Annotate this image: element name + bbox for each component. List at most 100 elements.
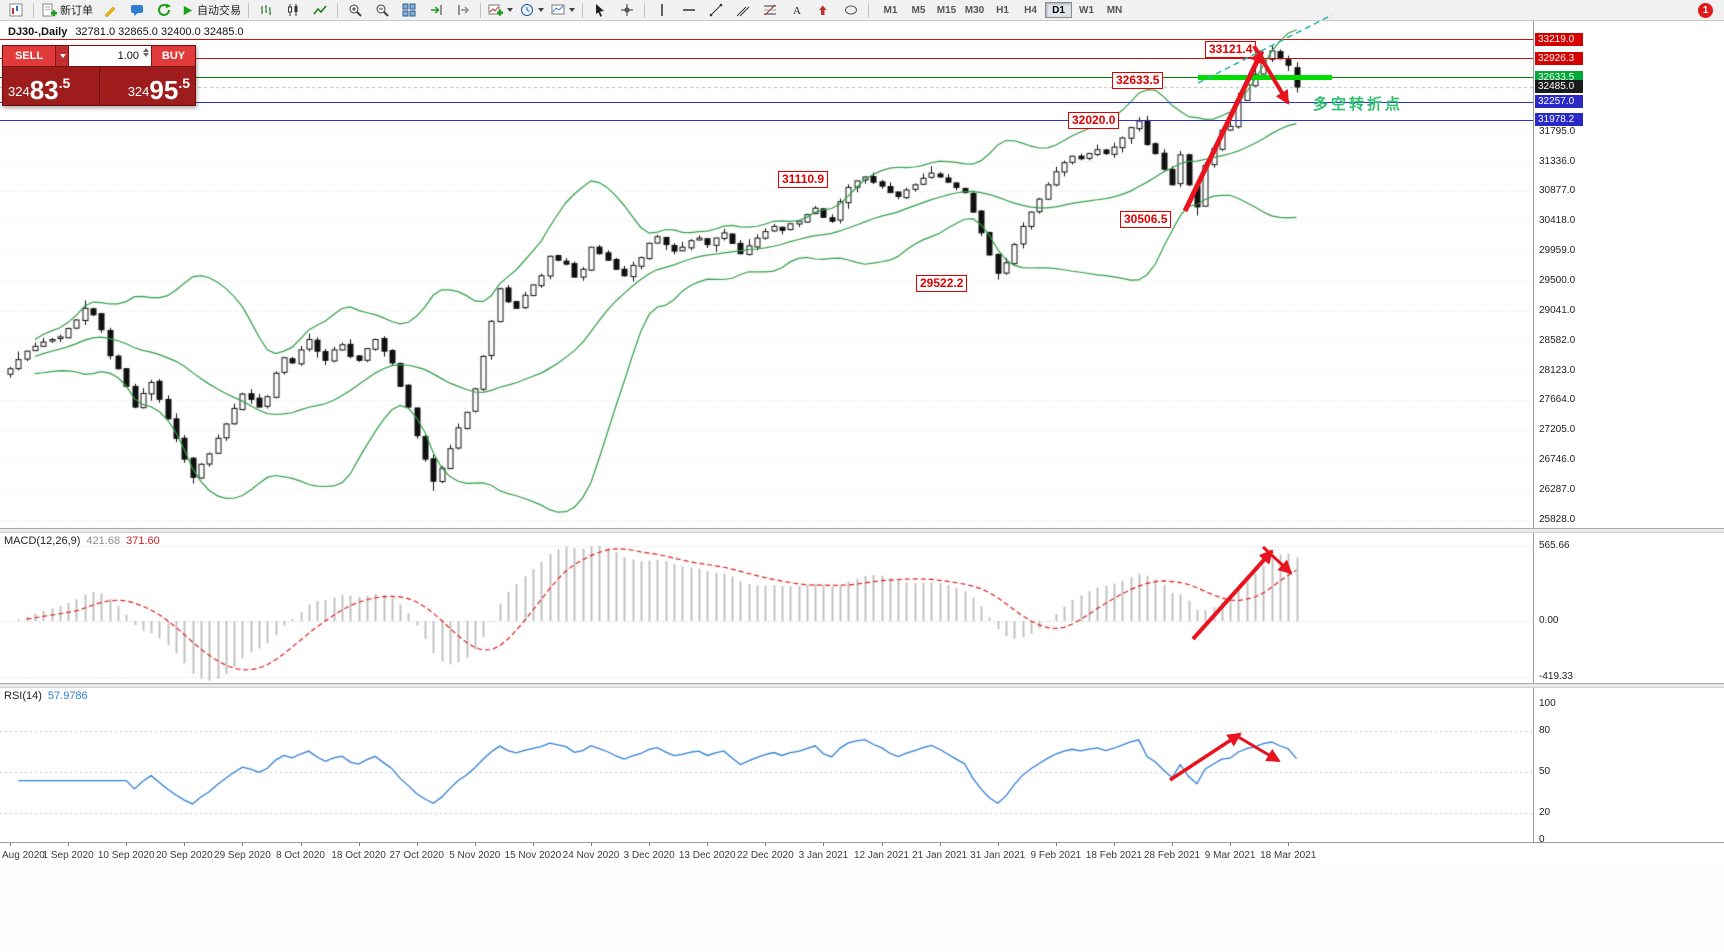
zoom-in-icon[interactable]: [342, 0, 368, 20]
time-tick: [1056, 843, 1057, 846]
horizontal-line[interactable]: [0, 39, 1533, 40]
metaeditor-icon[interactable]: [97, 0, 123, 20]
support-zone-line[interactable]: [1198, 74, 1332, 80]
new-order-button[interactable]: 新订单: [38, 1, 96, 19]
time-tick: [242, 843, 243, 846]
fibonacci-tool-icon[interactable]: [757, 0, 783, 20]
price-grid-label: 27664.0: [1539, 394, 1576, 406]
volume-input[interactable]: 1.00: [69, 46, 152, 66]
horizontal-line[interactable]: [0, 102, 1533, 103]
toolbar-separator: [337, 2, 338, 18]
price-grid-label: 29041.0: [1539, 304, 1576, 316]
time-label: 18 Oct 2020: [331, 850, 386, 861]
autotrading-button[interactable]: 自动交易: [178, 1, 244, 19]
time-tick: [184, 843, 185, 846]
macd-panel: MACD(12,26,9) 421.68 371.60 565.66 0.00 -419…: [0, 533, 1724, 683]
line-chart-type-icon[interactable]: [307, 0, 333, 20]
text-tool-icon[interactable]: A: [784, 0, 810, 20]
price-axis[interactable]: 31795.0 31336.0 30877.0 30418.0 29959.0 29500…: [1533, 21, 1724, 528]
price-callout[interactable]: 33121.4: [1205, 40, 1257, 58]
timeframe-mn[interactable]: MN: [1101, 2, 1128, 18]
time-axis[interactable]: Aug 2020 1 Sep 2020 10 Sep 2020 20 Sep 2020…: [0, 842, 1724, 867]
time-tick: [417, 843, 418, 846]
timeframe-m30[interactable]: M30: [961, 2, 988, 18]
trendline-tool-icon[interactable]: [703, 0, 729, 20]
arrows-tool-icon[interactable]: [811, 0, 837, 20]
price-callout[interactable]: 30506.5: [1120, 210, 1172, 228]
notification-badge[interactable]: 1: [1698, 2, 1713, 18]
candlestick-chart-type-icon[interactable]: [280, 0, 306, 20]
price-callout[interactable]: 29522.2: [916, 274, 968, 292]
shapes-tool-icon[interactable]: [838, 0, 864, 20]
periods-dropdown[interactable]: [517, 0, 547, 20]
rsi-panel: RSI(14) 57.9786 100 80 50 20 0: [0, 688, 1724, 845]
timeframe-m15[interactable]: M15: [933, 2, 960, 18]
macd-canvas[interactable]: [0, 533, 1533, 683]
panel-separator[interactable]: [0, 528, 1724, 533]
turning-point-label: 多空转折点: [1313, 96, 1404, 113]
autoscroll-icon[interactable]: [423, 0, 449, 20]
macd-axis[interactable]: 565.66 0.00 -419.33: [1533, 533, 1724, 683]
price-grid-label: 27205.0: [1539, 424, 1576, 436]
rsi-value: 57.9786: [47, 690, 88, 702]
macd-axis-label: 565.66: [1539, 540, 1570, 551]
panel-separator[interactable]: [0, 683, 1724, 688]
cursor-tool-icon[interactable]: [587, 0, 613, 20]
refresh-icon[interactable]: [151, 0, 177, 20]
time-label: 21 Jan 2021: [912, 850, 968, 861]
volume-value: 1.00: [117, 50, 139, 62]
rsi-canvas[interactable]: [0, 688, 1533, 842]
time-label: 15 Nov 2020: [504, 850, 562, 861]
timeframe-h1[interactable]: H1: [989, 2, 1016, 18]
buy-price[interactable]: 324 95.5: [98, 67, 196, 105]
price-callout[interactable]: 32020.0: [1068, 112, 1120, 130]
price-grid-label: 29959.0: [1539, 245, 1576, 257]
horizontal-line[interactable]: [0, 58, 1533, 59]
bar-chart-type-icon[interactable]: [253, 0, 279, 20]
time-label: 9 Feb 2021: [1030, 850, 1082, 861]
timeframe-d1[interactable]: D1: [1045, 2, 1072, 18]
vertical-line-tool-icon[interactable]: [649, 0, 675, 20]
time-tick: [649, 843, 650, 846]
timeframe-h4[interactable]: H4: [1017, 2, 1044, 18]
timeframe-w1[interactable]: W1: [1073, 2, 1100, 18]
price-tag: 32485.0: [1535, 80, 1583, 94]
price-chart-canvas[interactable]: [0, 21, 1533, 528]
time-label: 5 Nov 2020: [449, 850, 501, 861]
horizontal-line[interactable]: [0, 77, 1533, 78]
chart-title: DJ30-,Daily 32781.0 32865.0 32400.0 32485…: [8, 26, 244, 38]
time-label: 22 Dec 2020: [736, 850, 794, 861]
price-grid-label: 26287.0: [1539, 483, 1576, 495]
chart-shift-icon[interactable]: [450, 0, 476, 20]
rsi-axis-label: 50: [1539, 766, 1551, 777]
price-grid-label: 25828.0: [1539, 513, 1576, 525]
rsi-axis[interactable]: 100 80 50 20 0: [1533, 688, 1724, 845]
horizontal-line[interactable]: [0, 120, 1533, 121]
toolbar-separator: [480, 2, 481, 18]
toolbar-separator: [33, 2, 34, 18]
price-callout[interactable]: 32633.5: [1112, 72, 1164, 90]
chart-window-icon[interactable]: [3, 0, 29, 20]
price-callout[interactable]: 31110.9: [778, 171, 829, 189]
crosshair-tool-icon[interactable]: [614, 0, 640, 20]
volume-spinner[interactable]: [143, 48, 149, 57]
sell-price[interactable]: 324 83.5: [3, 67, 99, 105]
zoom-out-icon[interactable]: [369, 0, 395, 20]
time-tick: [359, 843, 360, 846]
channel-tool-icon[interactable]: [730, 0, 756, 20]
sell-button[interactable]: SELL: [3, 46, 55, 66]
autotrading-label: 自动交易: [197, 5, 241, 17]
horizontal-line-tool-icon[interactable]: [676, 0, 702, 20]
timeframe-m1[interactable]: M1: [877, 2, 904, 18]
rsi-axis-label: 20: [1539, 806, 1551, 818]
buy-button[interactable]: BUY: [152, 46, 195, 66]
time-tick: [940, 843, 941, 846]
timeframe-m5[interactable]: M5: [905, 2, 932, 18]
tile-windows-icon[interactable]: [396, 0, 422, 20]
templates-dropdown[interactable]: [548, 0, 578, 20]
chat-icon[interactable]: [124, 0, 150, 20]
new-order-icon: [42, 3, 57, 16]
indicators-dropdown[interactable]: [485, 0, 516, 20]
volume-dropdown-button[interactable]: [55, 46, 69, 66]
time-tick: [1288, 843, 1289, 846]
